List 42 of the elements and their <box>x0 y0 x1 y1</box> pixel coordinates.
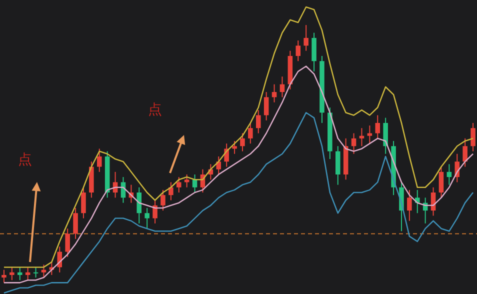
candlestick <box>383 117 388 154</box>
candlestick <box>296 40 301 62</box>
candlestick <box>65 228 70 258</box>
candlestick <box>351 132 356 154</box>
candlestick <box>168 182 174 201</box>
candlestick <box>470 122 476 152</box>
candlestick <box>232 140 237 154</box>
annotation: 点 <box>148 102 162 118</box>
candlestick <box>312 32 316 72</box>
candlestick <box>367 125 372 144</box>
candlestick <box>81 186 86 219</box>
candlestick <box>375 114 380 139</box>
candlestick <box>407 189 412 222</box>
candlestick <box>446 164 452 186</box>
candlestick <box>176 176 182 194</box>
candlestick <box>144 207 150 230</box>
candlestick <box>160 189 166 212</box>
candlestick <box>184 174 190 188</box>
candlestick <box>216 156 222 175</box>
candlestick <box>438 166 444 198</box>
candlestick <box>359 128 364 147</box>
candlestick <box>41 264 46 278</box>
candlestick <box>264 92 269 121</box>
candlestick <box>248 122 253 144</box>
candlestick <box>10 266 14 281</box>
candlestick <box>240 132 245 152</box>
annotation: 点 <box>18 152 32 168</box>
candlestick <box>280 76 285 98</box>
candlestick <box>25 266 30 281</box>
candlestick <box>2 269 6 284</box>
candlestick <box>152 200 158 224</box>
candlestick <box>462 138 468 168</box>
candlestick <box>73 207 78 240</box>
candlestick <box>33 266 38 278</box>
candlestick <box>304 24 308 52</box>
candlestick <box>335 146 340 186</box>
candlestick <box>17 266 22 281</box>
candlestick <box>136 186 142 224</box>
candlestick <box>272 84 277 103</box>
candlestick <box>414 189 420 214</box>
candlestick <box>256 110 261 134</box>
candlestick <box>96 148 102 172</box>
